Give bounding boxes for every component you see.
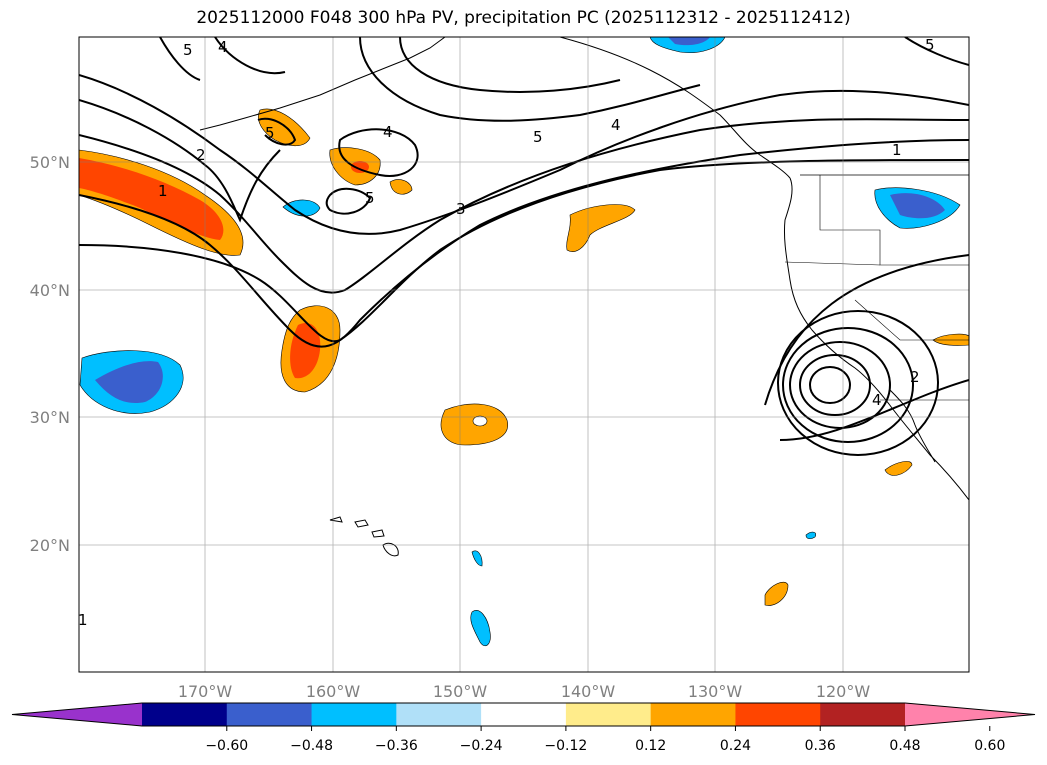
contour-label: 4 [383,123,393,141]
contour-label: 4 [872,391,882,409]
lat-labels: 50°N 40°N 30°N 20°N [30,153,70,555]
colorbar-segment [481,703,567,726]
colorbar-segment [311,703,397,726]
colorbar-tick-label: 0.12 [635,738,666,754]
lon-label: 170°W [178,682,233,701]
colorbar-tick-label: 0.60 [974,738,1005,754]
contour-label: 5 [183,41,193,59]
colorbar-segment [142,703,228,726]
colorbar-segment [565,703,652,726]
colorbar-tick-label: −0.36 [375,738,418,754]
contour-label: 1 [158,182,168,200]
colorbar-segment [396,703,482,726]
colorbar-tick-label: −0.24 [460,738,503,754]
colorbar-tick-label: 0.36 [805,738,836,754]
lat-label: 50°N [30,153,70,172]
contour-label: 2 [196,146,206,164]
colorbar-tick-label: 0.48 [889,738,920,754]
colorbar-extend-low [12,703,142,726]
contour-label: 2 [910,368,920,386]
colorbar-segment [820,703,906,726]
colorbar-segment [650,703,736,726]
pv-contours [79,37,969,456]
contour-label: 5 [265,124,275,142]
colorbar-tick-label: −0.12 [544,738,587,754]
colorbar-extend-high [905,703,1035,726]
colorbar-outline [11,702,1036,727]
contour-label: 4 [218,38,228,56]
map-title: 2025112000 F048 300 hPa PV, precipitatio… [196,8,851,28]
colorbar-tick-label: −0.60 [205,738,248,754]
contour-label: 4 [611,116,621,134]
lon-label: 160°W [306,682,361,701]
contour-label: 1 [78,611,88,629]
lon-label: 150°W [433,682,488,701]
contour-label: 1 [892,141,902,159]
lat-label: 20°N [30,536,70,555]
contour-labels: 5 4 5 2 1 4 5 3 5 4 1 5 2 4 1 [78,36,935,629]
contour-label: 5 [533,128,543,146]
gridlines [79,37,969,672]
colorbar-segment [226,703,313,726]
lat-label: 30°N [30,408,70,427]
map-area [79,37,969,672]
lat-label: 40°N [30,281,70,300]
lon-labels: 170°W 160°W 150°W 140°W 130°W 120°W [178,682,871,701]
colorbar-tick-label: 0.24 [720,738,751,754]
contour-label: 5 [365,189,375,207]
lon-label: 130°W [688,682,743,701]
lon-label: 120°W [816,682,871,701]
colorbar: −0.60 −0.48 −0.36 −0.24 −0.12 0.12 0.24 0.36 0.4… [11,702,1036,754]
map-border [78,36,970,673]
colorbar-tick-label: −0.48 [290,738,333,754]
contour-label: 5 [925,36,935,54]
lon-label: 140°W [561,682,616,701]
colorbar-segment [735,703,821,726]
contour-label: 3 [456,200,466,218]
